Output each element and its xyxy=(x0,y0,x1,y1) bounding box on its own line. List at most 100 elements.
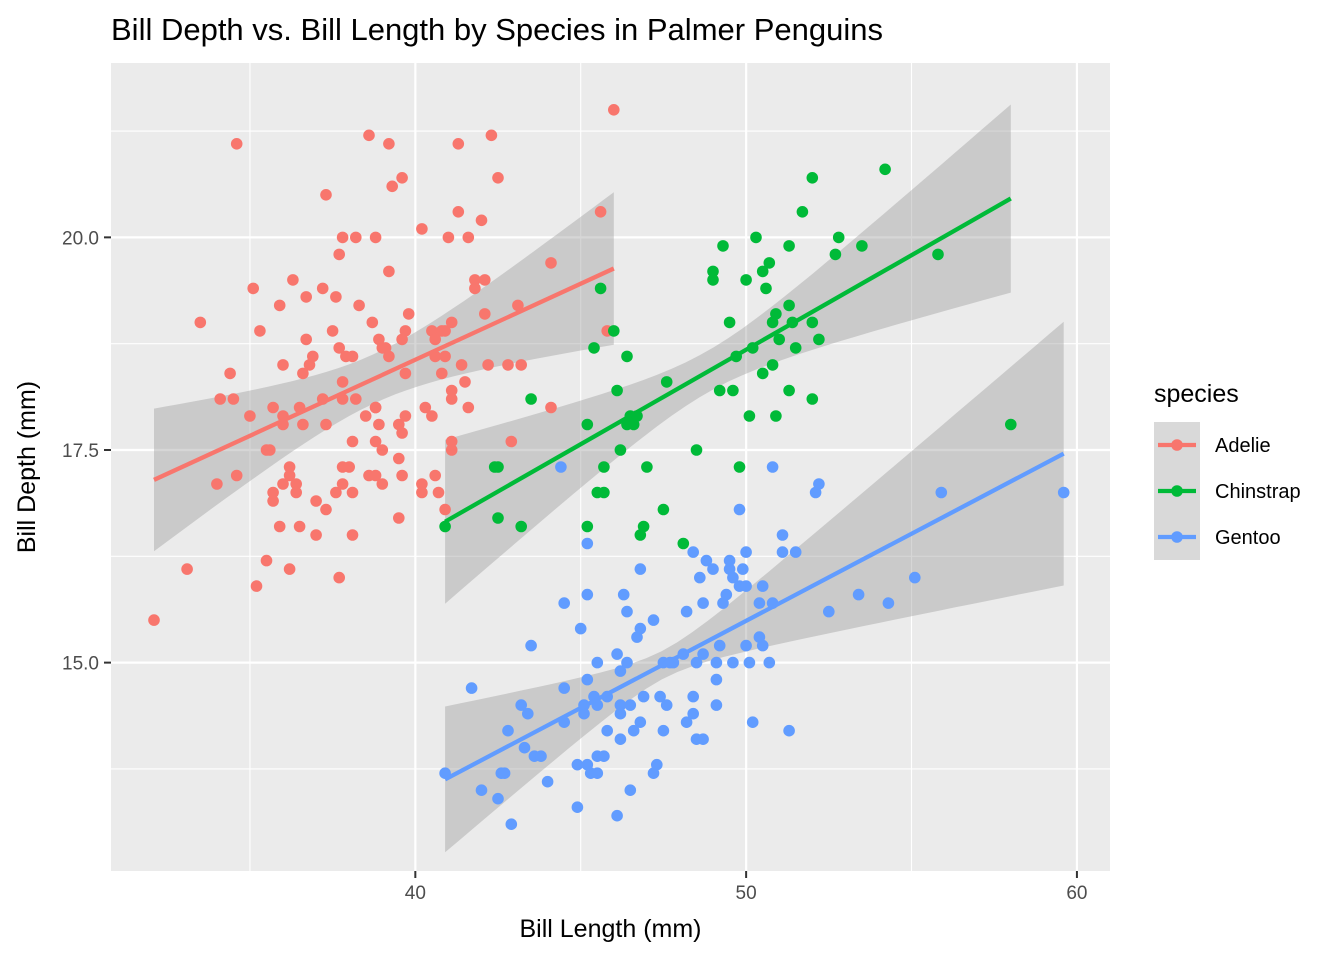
point-adelie xyxy=(376,478,389,490)
point-chinstrap xyxy=(783,240,795,252)
point-adelie xyxy=(336,231,349,244)
point-gentoo xyxy=(776,546,789,558)
point-adelie xyxy=(350,231,362,244)
point-gentoo xyxy=(571,801,584,813)
point-adelie xyxy=(416,478,428,490)
point-chinstrap xyxy=(756,265,769,278)
point-adelie xyxy=(320,418,332,431)
point-gentoo xyxy=(492,792,504,805)
point-gentoo xyxy=(680,605,693,618)
point-adelie xyxy=(363,129,375,142)
point-adelie xyxy=(359,410,372,422)
point-gentoo xyxy=(614,707,627,720)
point-adelie xyxy=(376,444,389,456)
point-gentoo xyxy=(518,741,531,754)
point-adelie xyxy=(250,580,263,592)
point-adelie xyxy=(459,376,471,388)
point-chinstrap xyxy=(608,325,620,337)
point-adelie xyxy=(396,427,408,439)
confidence-bands xyxy=(154,104,1064,853)
point-chinstrap xyxy=(723,316,736,329)
point-gentoo xyxy=(578,707,590,720)
point-chinstrap xyxy=(713,384,726,397)
fit-line-chinstrap xyxy=(444,196,1012,524)
y-tick-label: 20.0 xyxy=(62,228,99,249)
point-chinstrap xyxy=(690,444,703,456)
point-gentoo xyxy=(581,537,594,550)
point-adelie xyxy=(230,138,243,150)
point-adelie xyxy=(320,189,332,201)
confidence-band-adelie xyxy=(154,192,614,552)
point-gentoo xyxy=(707,563,719,575)
point-adelie xyxy=(369,231,382,244)
point-gentoo xyxy=(733,503,746,516)
point-chinstrap xyxy=(806,316,819,329)
point-gentoo xyxy=(541,775,554,788)
point-adelie xyxy=(512,299,524,312)
point-gentoo xyxy=(697,597,709,609)
point-adelie xyxy=(290,486,303,499)
point-adelie xyxy=(485,129,498,142)
point-adelie xyxy=(445,444,458,456)
point-chinstrap xyxy=(832,231,845,244)
confidence-band-gentoo xyxy=(445,321,1064,853)
point-adelie xyxy=(336,478,349,490)
legend: species Adelie Chinstrap Gentoo xyxy=(1154,380,1301,560)
point-gentoo xyxy=(713,639,726,652)
point-adelie xyxy=(346,435,359,448)
point-gentoo xyxy=(753,597,766,609)
point-chinstrap xyxy=(756,367,769,380)
point-adelie xyxy=(445,316,458,329)
legend-item-gentoo: Gentoo xyxy=(1154,514,1281,560)
point-gentoo xyxy=(1057,486,1070,499)
point-adelie xyxy=(346,529,359,541)
point-adelie xyxy=(445,435,458,448)
point-gentoo xyxy=(647,614,660,626)
point-adelie xyxy=(277,359,289,371)
point-adelie xyxy=(194,316,207,329)
point-adelie xyxy=(419,401,432,414)
x-axis-ticks: 40 50 60 xyxy=(405,871,1087,904)
point-adelie xyxy=(393,512,405,524)
x-tick-label: 50 xyxy=(736,883,757,904)
point-adelie xyxy=(383,265,395,278)
point-adelie xyxy=(297,367,309,380)
point-adelie xyxy=(333,342,346,354)
point-chinstrap xyxy=(763,257,776,269)
point-adelie xyxy=(333,571,346,584)
point-adelie xyxy=(399,325,412,337)
legend-title: species xyxy=(1154,380,1239,408)
point-adelie xyxy=(608,104,620,116)
point-chinstrap xyxy=(783,299,795,312)
point-adelie xyxy=(475,214,488,227)
point-adelie xyxy=(283,461,296,473)
point-chinstrap xyxy=(806,172,819,184)
point-gentoo xyxy=(614,665,627,677)
plot-panel xyxy=(111,63,1110,871)
point-adelie xyxy=(383,138,395,150)
point-gentoo xyxy=(756,580,769,592)
point-chinstrap xyxy=(707,265,719,278)
point-gentoo xyxy=(574,622,587,635)
point-gentoo xyxy=(823,605,835,618)
point-gentoo xyxy=(601,724,613,737)
point-gentoo xyxy=(634,716,647,728)
point-gentoo xyxy=(525,639,537,652)
point-adelie xyxy=(545,257,557,269)
point-gentoo xyxy=(935,486,948,499)
point-adelie xyxy=(330,291,342,303)
point-gentoo xyxy=(502,724,514,737)
point-adelie xyxy=(492,172,504,184)
legend-item-chinstrap: Chinstrap xyxy=(1154,468,1301,514)
point-gentoo xyxy=(720,588,733,601)
point-adelie xyxy=(432,486,445,499)
point-adelie xyxy=(594,206,607,218)
point-adelie xyxy=(442,231,455,244)
point-gentoo xyxy=(756,639,769,652)
point-adelie xyxy=(320,503,332,516)
point-gentoo xyxy=(694,571,706,584)
point-adelie xyxy=(469,282,481,295)
point-adelie xyxy=(399,410,412,422)
point-chinstrap xyxy=(677,537,690,550)
point-chinstrap xyxy=(796,206,809,218)
